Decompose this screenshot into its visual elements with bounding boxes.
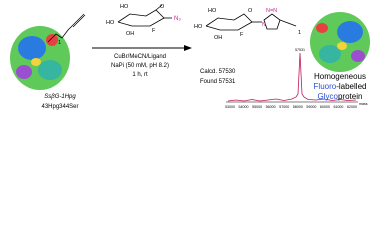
atom: N (262, 22, 266, 28)
atom: HO (120, 4, 129, 10)
caption-part: Glyco (318, 92, 339, 101)
caption-line: Glycoprotein (318, 92, 363, 101)
caption-line: Fluoro-labelled (314, 82, 367, 91)
tick-label: 53000 (225, 105, 235, 109)
condition: CuBr/MeCN/Ligand (114, 54, 166, 60)
azide: N₃ (174, 16, 181, 22)
atom: HO (106, 20, 115, 26)
atom: N=N (266, 8, 277, 14)
sugar-ring (117, 9, 165, 27)
tick-label: 61000 (333, 105, 343, 109)
sugar-ring (205, 13, 253, 31)
left-protein (10, 26, 70, 90)
protein-mutation: 43Hpg344Ser (41, 104, 78, 110)
tick-label: 55000 (252, 105, 262, 109)
atom: O (248, 8, 253, 14)
atom: O (160, 4, 165, 10)
atom: HO (194, 24, 203, 30)
condition: 1 h, rt (132, 72, 148, 78)
axis-label: mass (359, 102, 368, 106)
alkyne (72, 14, 86, 28)
caption-line: Homogeneous (314, 72, 366, 81)
right-protein (310, 12, 370, 72)
condition: NaPi (50 mM, pH 8.2) (111, 63, 169, 69)
atom: F (240, 32, 244, 38)
bond (155, 4, 163, 11)
alkyne (71, 13, 85, 27)
product-label: 1 (298, 30, 301, 36)
tick-label: 62000 (347, 105, 357, 109)
found-mass: Found 57531 (200, 79, 236, 85)
spectrum (227, 52, 357, 102)
figure: 1 SsβG-1Hpg 43Hpg344Ser HO HO OH F N₃ O … (10, 4, 370, 110)
left-label: 1 (58, 40, 61, 46)
tick-label: 58000 (293, 105, 303, 109)
tick-label: 54000 (239, 105, 249, 109)
calcd-mass: Calcd. 57530 (200, 69, 236, 75)
arrow-head (184, 45, 192, 51)
alkyne-linker (47, 25, 73, 43)
atom: OH (214, 35, 222, 41)
tick-label: 59000 (306, 105, 316, 109)
atom: HO (208, 8, 217, 14)
atom: OH (126, 31, 134, 37)
peak-label: 57531 (295, 48, 305, 52)
tick-label: 56000 (266, 105, 276, 109)
caption-part: -labelled (336, 82, 366, 91)
caption-part: Fluoro (314, 82, 337, 91)
tick-label: 57000 (279, 105, 289, 109)
protein-name: SsβG-1Hpg (44, 94, 76, 100)
linker (279, 19, 297, 27)
atom: F (152, 28, 156, 34)
caption-part: protein (338, 92, 362, 101)
triazole (263, 13, 281, 30)
tick-label: 60000 (320, 105, 330, 109)
tick-labels: 53000 54000 55000 56000 57000 58000 59000 60000… (225, 105, 357, 109)
